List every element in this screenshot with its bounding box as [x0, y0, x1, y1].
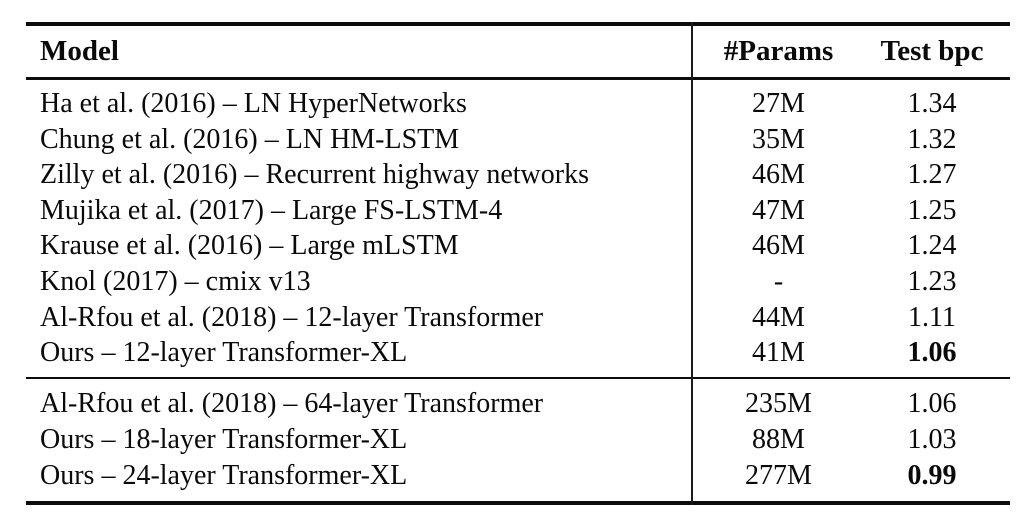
column-header-params: #Params [723, 35, 834, 67]
model-cell: Knol (2017) – cmix v13 [40, 265, 311, 297]
params-cell: 47M [752, 194, 805, 226]
bpc-cell: 1.23 [907, 265, 957, 297]
params-cell: 41M [752, 337, 805, 369]
table-row: Ours – 24-layer Transformer-XL 277M 0.99 [26, 458, 1010, 494]
model-cell: Krause et al. (2016) – Large mLSTM [40, 230, 459, 262]
bpc-cell: 1.34 [907, 88, 957, 119]
params-cell: 277M [745, 460, 812, 492]
bpc-cell: 1.24 [907, 230, 957, 262]
params-cell: 44M [752, 301, 805, 333]
table-row: Mujika et al. (2017) – Large FS-LSTM-4 4… [26, 193, 1010, 229]
table-row: Krause et al. (2016) – Large mLSTM 46M 1… [26, 228, 1010, 264]
column-divider [691, 22, 693, 506]
table-row: Chung et al. (2016) – LN HM-LSTM 35M 1.3… [26, 122, 1010, 158]
bpc-cell: 1.06 [907, 337, 957, 369]
bpc-cell: 1.32 [907, 123, 957, 155]
table-row: Ha et al. (2016) – LN HyperNetworks 27M … [26, 86, 1010, 122]
params-cell: 27M [752, 88, 805, 119]
bpc-cell: 1.06 [907, 387, 957, 419]
model-cell: Ours – 18-layer Transformer-XL [40, 423, 408, 455]
bpc-cell: 1.03 [907, 423, 957, 455]
table-row: Knol (2017) – cmix v13 - 1.23 [26, 264, 1010, 300]
table-row: Zilly et al. (2016) – Recurrent highway … [26, 157, 1010, 193]
table-row: Ours – 12-layer Transformer-XL 41M 1.06 [26, 335, 1010, 371]
results-table: Model #Params Test bpc Ha et al. (2016) … [26, 22, 1010, 506]
model-cell: Al-Rfou et al. (2018) – 12-layer Transfo… [40, 301, 544, 333]
table-row: Ours – 18-layer Transformer-XL 88M 1.03 [26, 422, 1010, 458]
bottom-rule [26, 501, 1010, 506]
params-cell: 46M [752, 230, 805, 262]
bpc-cell: 1.11 [908, 301, 956, 333]
section-divider-rule [26, 376, 1010, 379]
model-cell: Zilly et al. (2016) – Recurrent highway … [40, 159, 589, 191]
model-cell: Mujika et al. (2017) – Large FS-LSTM-4 [40, 194, 503, 226]
bpc-cell: 0.99 [907, 460, 957, 492]
table-row: Al-Rfou et al. (2018) – 12-layer Transfo… [26, 300, 1010, 336]
model-cell: Ours – 12-layer Transformer-XL [40, 337, 408, 369]
table-header-row: Model #Params Test bpc [26, 26, 1010, 77]
column-header-test-bpc: Test bpc [880, 35, 984, 67]
model-cell: Chung et al. (2016) – LN HM-LSTM [40, 123, 460, 155]
params-cell: 88M [752, 423, 805, 455]
bpc-cell: 1.27 [907, 159, 957, 191]
model-cell: Ours – 24-layer Transformer-XL [40, 460, 408, 492]
column-header-model: Model [40, 35, 119, 67]
table-section-1: Ha et al. (2016) – LN HyperNetworks 27M … [26, 80, 1010, 377]
params-cell: - [773, 265, 784, 297]
model-cell: Ha et al. (2016) – LN HyperNetworks [40, 88, 467, 119]
top-rule [26, 22, 1010, 26]
params-cell: 235M [745, 387, 812, 419]
table-section-2: Al-Rfou et al. (2018) – 64-layer Transfo… [26, 379, 1010, 502]
header-rule [26, 77, 1010, 80]
params-cell: 35M [752, 123, 805, 155]
params-cell: 46M [752, 159, 805, 191]
table-row: Al-Rfou et al. (2018) – 64-layer Transfo… [26, 386, 1010, 422]
bpc-cell: 1.25 [907, 194, 957, 226]
model-cell: Al-Rfou et al. (2018) – 64-layer Transfo… [40, 387, 544, 419]
